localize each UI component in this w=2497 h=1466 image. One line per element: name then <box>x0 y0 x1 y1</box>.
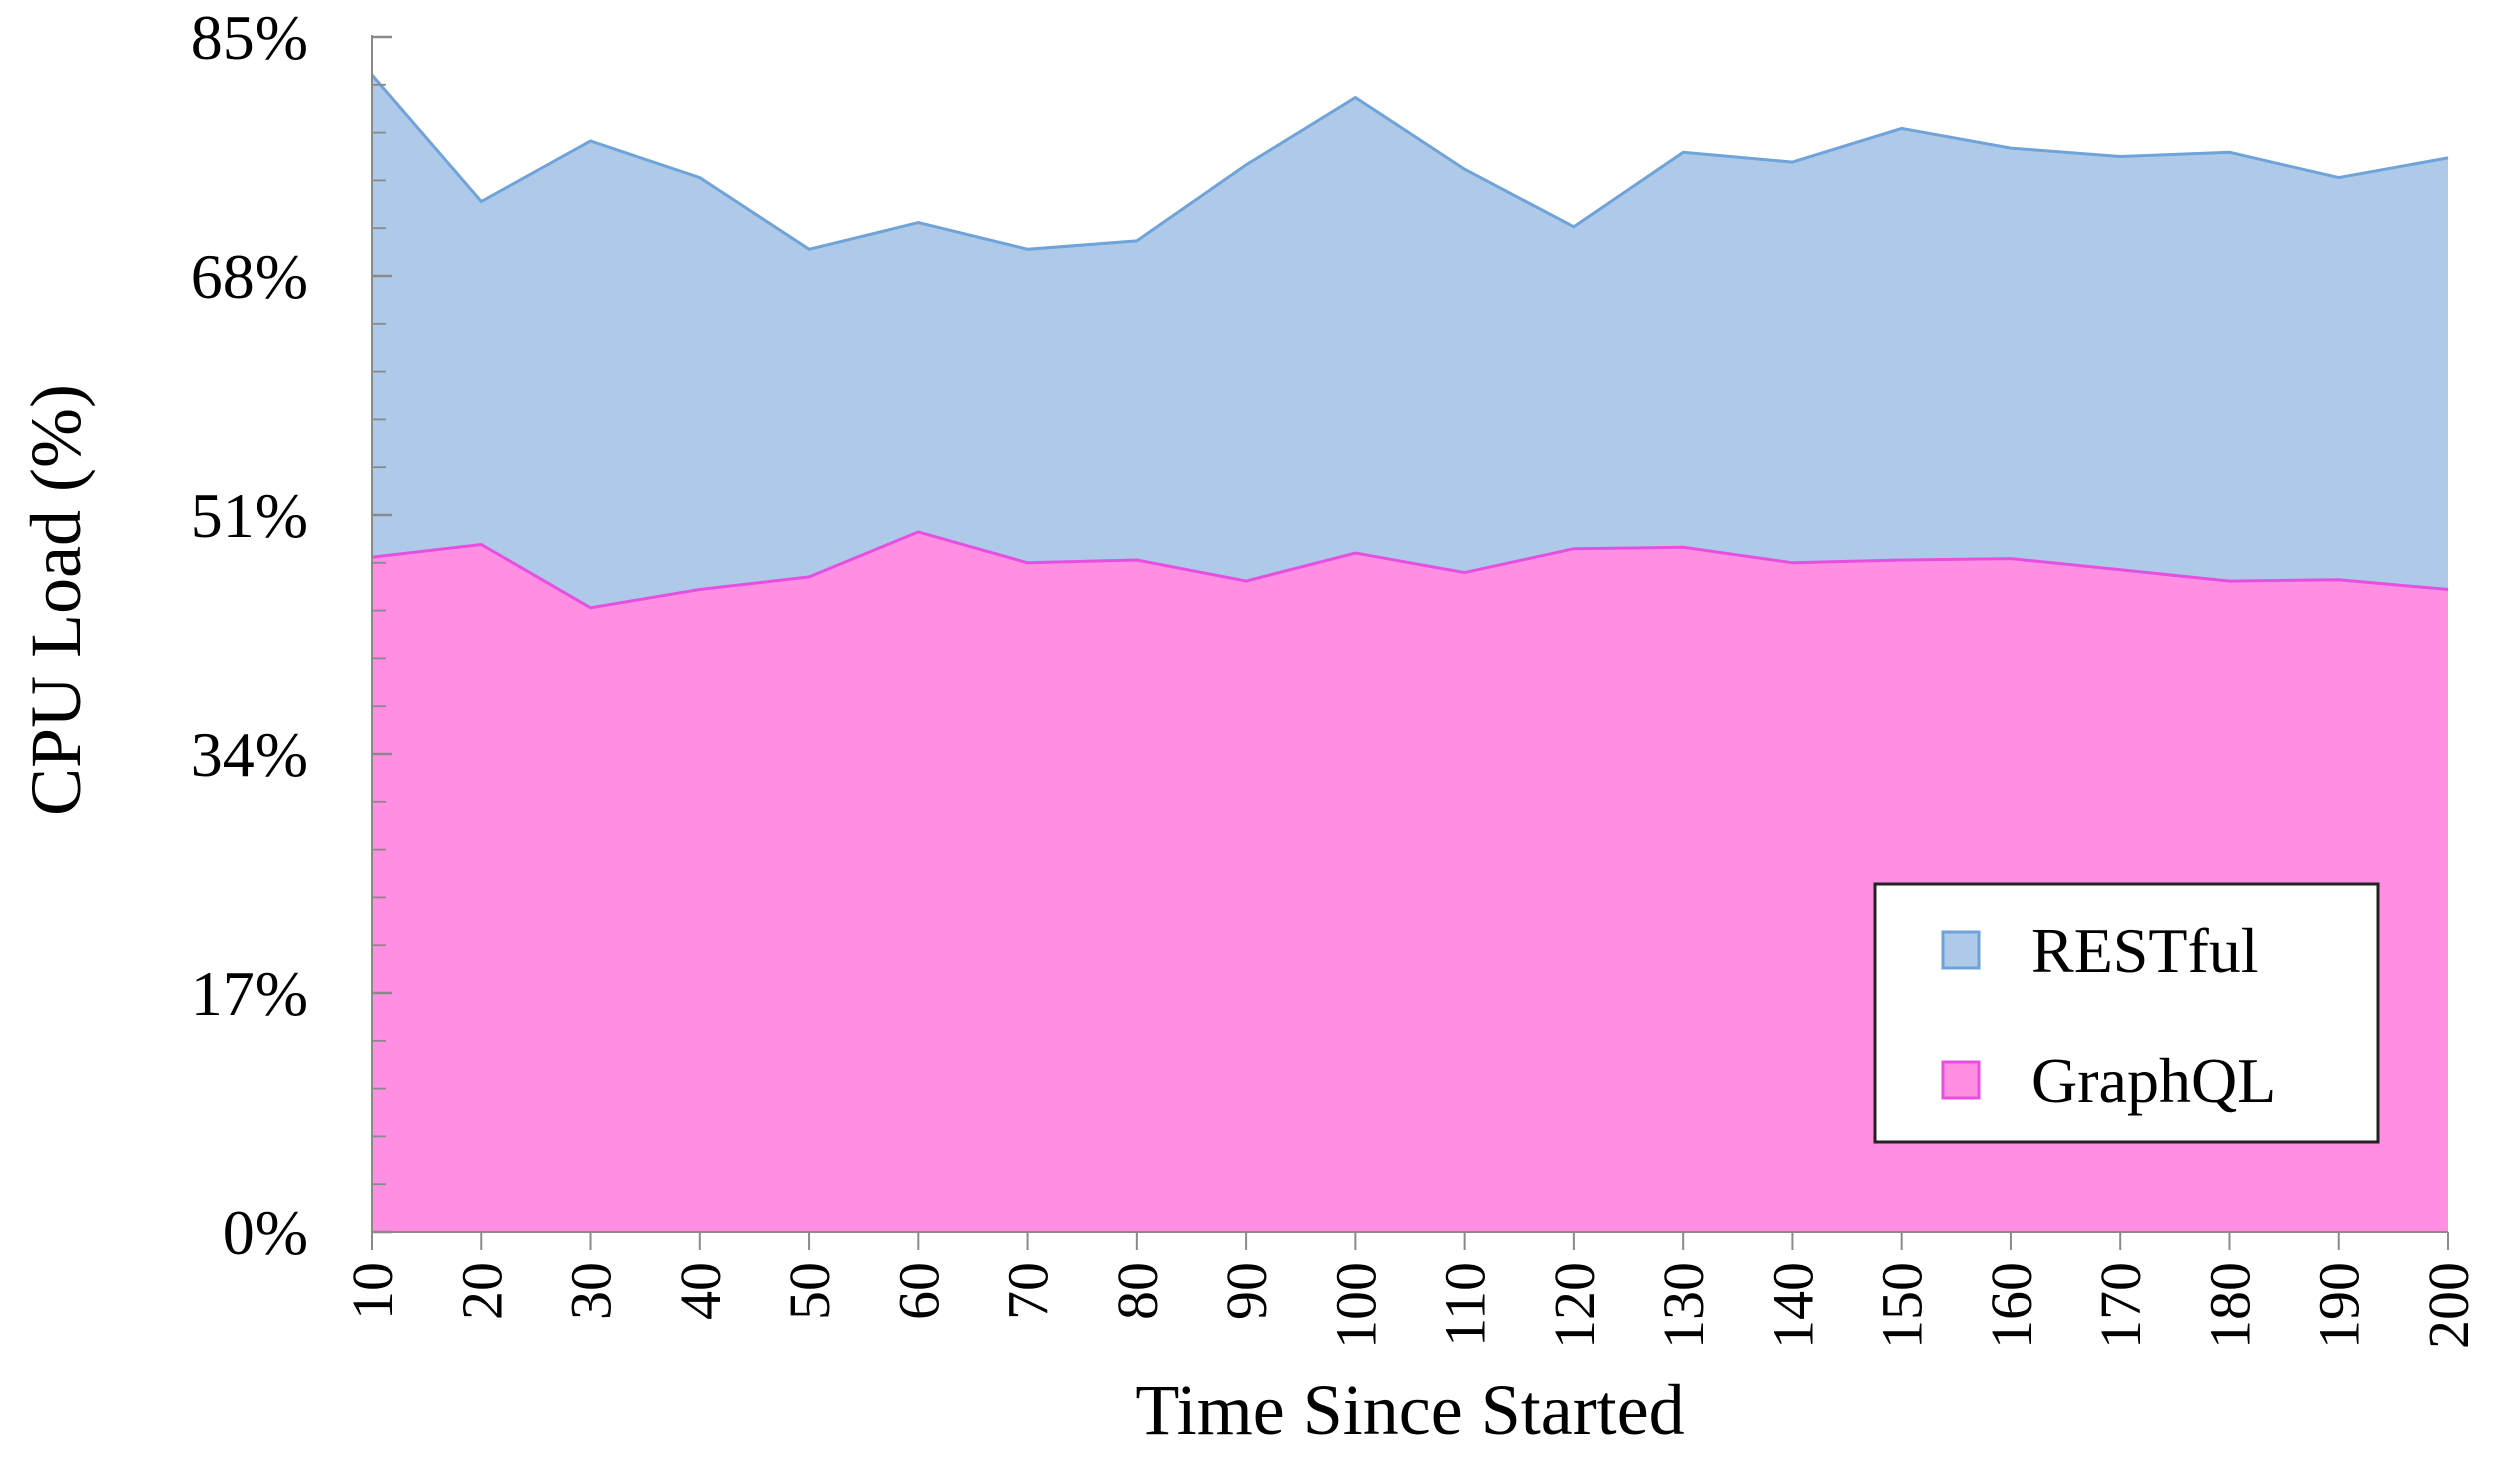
axes <box>371 35 2448 1233</box>
x-tick-label: 140 <box>1760 1262 1825 1349</box>
x-tick-label: 180 <box>2197 1262 2262 1349</box>
x-axis-ticks: 10 20 30 40 50 60 70 80 90 100 110 120 130 140 150 160 1… <box>340 1232 2481 1349</box>
x-tick-label: 150 <box>1870 1262 1935 1349</box>
x-tick-label: 130 <box>1651 1262 1716 1349</box>
y-tick-label: 51% <box>191 480 308 551</box>
y-tick-label: 17% <box>191 958 308 1029</box>
line-graphql <box>371 530 2449 610</box>
x-tick-label: 120 <box>1542 1262 1607 1349</box>
x-axis-title: Time Since Started <box>1135 1370 1684 1450</box>
x-tick-label: 170 <box>2088 1262 2153 1349</box>
x-tick-label: 110 <box>1433 1262 1498 1347</box>
x-tick-label: 80 <box>1105 1262 1170 1320</box>
x-tick-label: 100 <box>1323 1262 1388 1349</box>
x-tick-label: 60 <box>886 1262 951 1320</box>
x-tick-label: 20 <box>449 1262 514 1320</box>
y-tick-label: 34% <box>191 719 308 790</box>
x-tick-label: 40 <box>668 1262 733 1320</box>
legend: RESTful GraphQL <box>1873 882 2380 1144</box>
x-tick-label: 90 <box>1214 1262 1279 1320</box>
y-tick-label: 85% <box>191 2 308 73</box>
legend-swatch-graphql <box>1941 1060 1981 1100</box>
y-tick-label: 0% <box>223 1197 308 1268</box>
x-tick-label: 10 <box>340 1262 405 1320</box>
x-tick-label: 160 <box>1979 1262 2044 1349</box>
x-tick-label: 50 <box>777 1262 842 1320</box>
legend-swatch-restful <box>1941 930 1981 970</box>
x-tick-label: 200 <box>2416 1262 2481 1349</box>
x-tick-label: 190 <box>2307 1262 2372 1349</box>
line-restful <box>370 74 2449 251</box>
legend-label-graphql: GraphQL <box>2031 1045 2276 1116</box>
y-tick-label: 68% <box>191 241 308 312</box>
x-tick-label: 30 <box>559 1262 624 1320</box>
y-axis-title: CPU Load (%) <box>16 384 96 816</box>
y-axis-ticks: 0% 17% 34% 51% 68% 85% <box>191 2 392 1268</box>
x-tick-label: 70 <box>996 1262 1061 1320</box>
legend-label-restful: RESTful <box>2031 915 2259 986</box>
